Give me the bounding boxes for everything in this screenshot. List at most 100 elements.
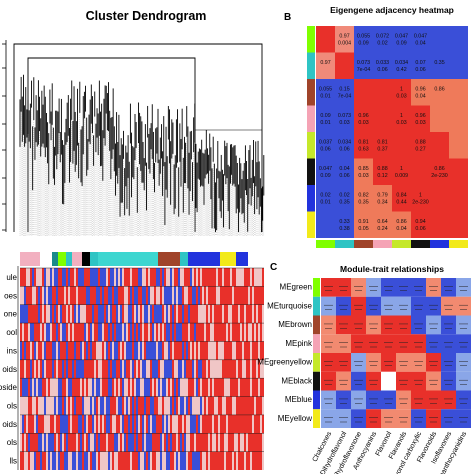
- trait-heat-cell: [232, 268, 234, 287]
- trait-heat-cell: [256, 359, 258, 379]
- trait-heat-cell: [30, 378, 32, 397]
- trait-heat-cell: [78, 433, 80, 452]
- adjacency-value: 0.37: [377, 146, 387, 152]
- adjacency-value: 0.86: [434, 166, 444, 172]
- trait-heat-cell: [254, 359, 256, 379]
- trait-heat-cell: [64, 304, 66, 324]
- trait-heat-cell: [120, 286, 122, 305]
- trait-heat-cell: [44, 304, 46, 324]
- trait-heat-cell: [246, 323, 248, 342]
- trait-heat-cell: [110, 396, 112, 415]
- trait-heat-cell: [100, 286, 102, 305]
- trait-heat-cell: [80, 433, 82, 452]
- module-trait-cell: [441, 353, 456, 372]
- trait-heat-cell: [154, 396, 156, 415]
- trait-heat-cell: [144, 451, 146, 470]
- trait-heat-cell: [184, 341, 186, 360]
- trait-heat-cell: [50, 414, 52, 434]
- trait-heat-cell: [38, 414, 40, 434]
- trait-row-label: one: [4, 310, 18, 319]
- trait-heat-cell: [132, 341, 134, 360]
- trait-heat-cell: [256, 433, 258, 452]
- module-trait-cell: [426, 353, 441, 372]
- trait-heat-cell: [22, 433, 24, 452]
- trait-heat-cell: [178, 378, 180, 397]
- trait-heat-cell: [248, 414, 250, 434]
- module-color-segment: [200, 252, 208, 266]
- trait-heat-cell: [80, 451, 82, 470]
- module-trait-cell: [336, 315, 351, 335]
- trait-heat-cell: [66, 396, 68, 415]
- trait-heat-cell: [146, 396, 148, 415]
- trait-heat-cell: [140, 268, 142, 287]
- trait-heat-cell: [128, 414, 130, 434]
- trait-heat-cell: [248, 451, 250, 470]
- trait-heat-cell: [224, 451, 226, 470]
- trait-heat-cell: [222, 414, 224, 434]
- trait-heat-cell: [254, 451, 256, 470]
- trait-heat-cell: [132, 378, 134, 397]
- trait-heat-cell: [30, 433, 32, 452]
- trait-heat-cell: [232, 451, 234, 470]
- adjacency-cell: [335, 79, 354, 106]
- trait-heat-cell: [176, 304, 178, 324]
- trait-heat-cell: [108, 304, 110, 324]
- trait-heat-cell: [218, 268, 220, 287]
- eigengene-bottom-colors: [316, 240, 468, 248]
- trait-heat-cell: [72, 378, 74, 397]
- trait-heat-cell: [212, 396, 214, 415]
- trait-heat-cell: [192, 433, 194, 452]
- trait-heat-cell: [138, 286, 140, 305]
- adjacency-value: 0.85: [358, 166, 368, 172]
- trait-heat-cell: [196, 341, 198, 360]
- trait-heat-cell: [128, 286, 130, 305]
- trait-heat-cell: [112, 414, 114, 434]
- trait-heat-cell: [188, 268, 190, 287]
- trait-heat-cell: [80, 359, 82, 379]
- trait-heat-cell: [246, 433, 248, 452]
- trait-heat-cell: [214, 359, 216, 379]
- adjacency-value: 0.04: [396, 226, 406, 232]
- adjacency-value: 0.09: [358, 40, 368, 46]
- trait-heat-cell: [90, 323, 92, 342]
- trait-heat-cell: [252, 341, 254, 360]
- trait-heat-cell: [256, 286, 258, 305]
- module-trait-cell: [366, 315, 381, 335]
- trait-heat-cell: [88, 396, 90, 415]
- trait-heat-cell: [216, 341, 218, 360]
- trait-heat-cell: [188, 451, 190, 470]
- trait-heat-cell: [48, 359, 50, 379]
- trait-heat-cell: [104, 414, 106, 434]
- trait-heat-cell: [194, 323, 196, 342]
- adjacency-value: 0.04: [415, 93, 425, 99]
- trait-heat-cell: [142, 323, 144, 342]
- trait-heat-cell: [102, 323, 104, 342]
- trait-heat-cell: [24, 414, 26, 434]
- trait-heat-cell: [56, 341, 58, 360]
- trait-heat-cell: [192, 341, 194, 360]
- trait-heat-cell: [82, 359, 84, 379]
- module-trait-cell: [411, 278, 426, 297]
- trait-heat-cell: [172, 341, 174, 360]
- trait-heat-cell: [106, 433, 108, 452]
- trait-heat-cell: [52, 451, 54, 470]
- trait-heat-cell: [214, 433, 216, 452]
- module-trait-cell: [426, 278, 441, 297]
- trait-heat-cell: [100, 451, 102, 470]
- trait-heat-cell: [28, 268, 30, 287]
- trait-heat-cell: [238, 433, 240, 452]
- trait-heat-cell: [44, 414, 46, 434]
- trait-heat-cell: [256, 341, 258, 360]
- trait-heat-cell: [118, 378, 120, 397]
- trait-heat-cell: [260, 323, 262, 342]
- trait-heat-cell: [210, 268, 212, 287]
- module-trait-cell: [351, 296, 366, 316]
- trait-heat-cell: [74, 268, 76, 287]
- adjacency-cell: [449, 132, 468, 159]
- trait-heat-cell: [94, 396, 96, 415]
- trait-heat-cell: [204, 304, 206, 324]
- trait-heat-cell: [130, 304, 132, 324]
- module-labels: MEgreenMEturquoiseMEbrownMEpinkMEgreenye…: [257, 283, 313, 423]
- trait-heat-cell: [62, 433, 64, 452]
- trait-heat-cell: [198, 433, 200, 452]
